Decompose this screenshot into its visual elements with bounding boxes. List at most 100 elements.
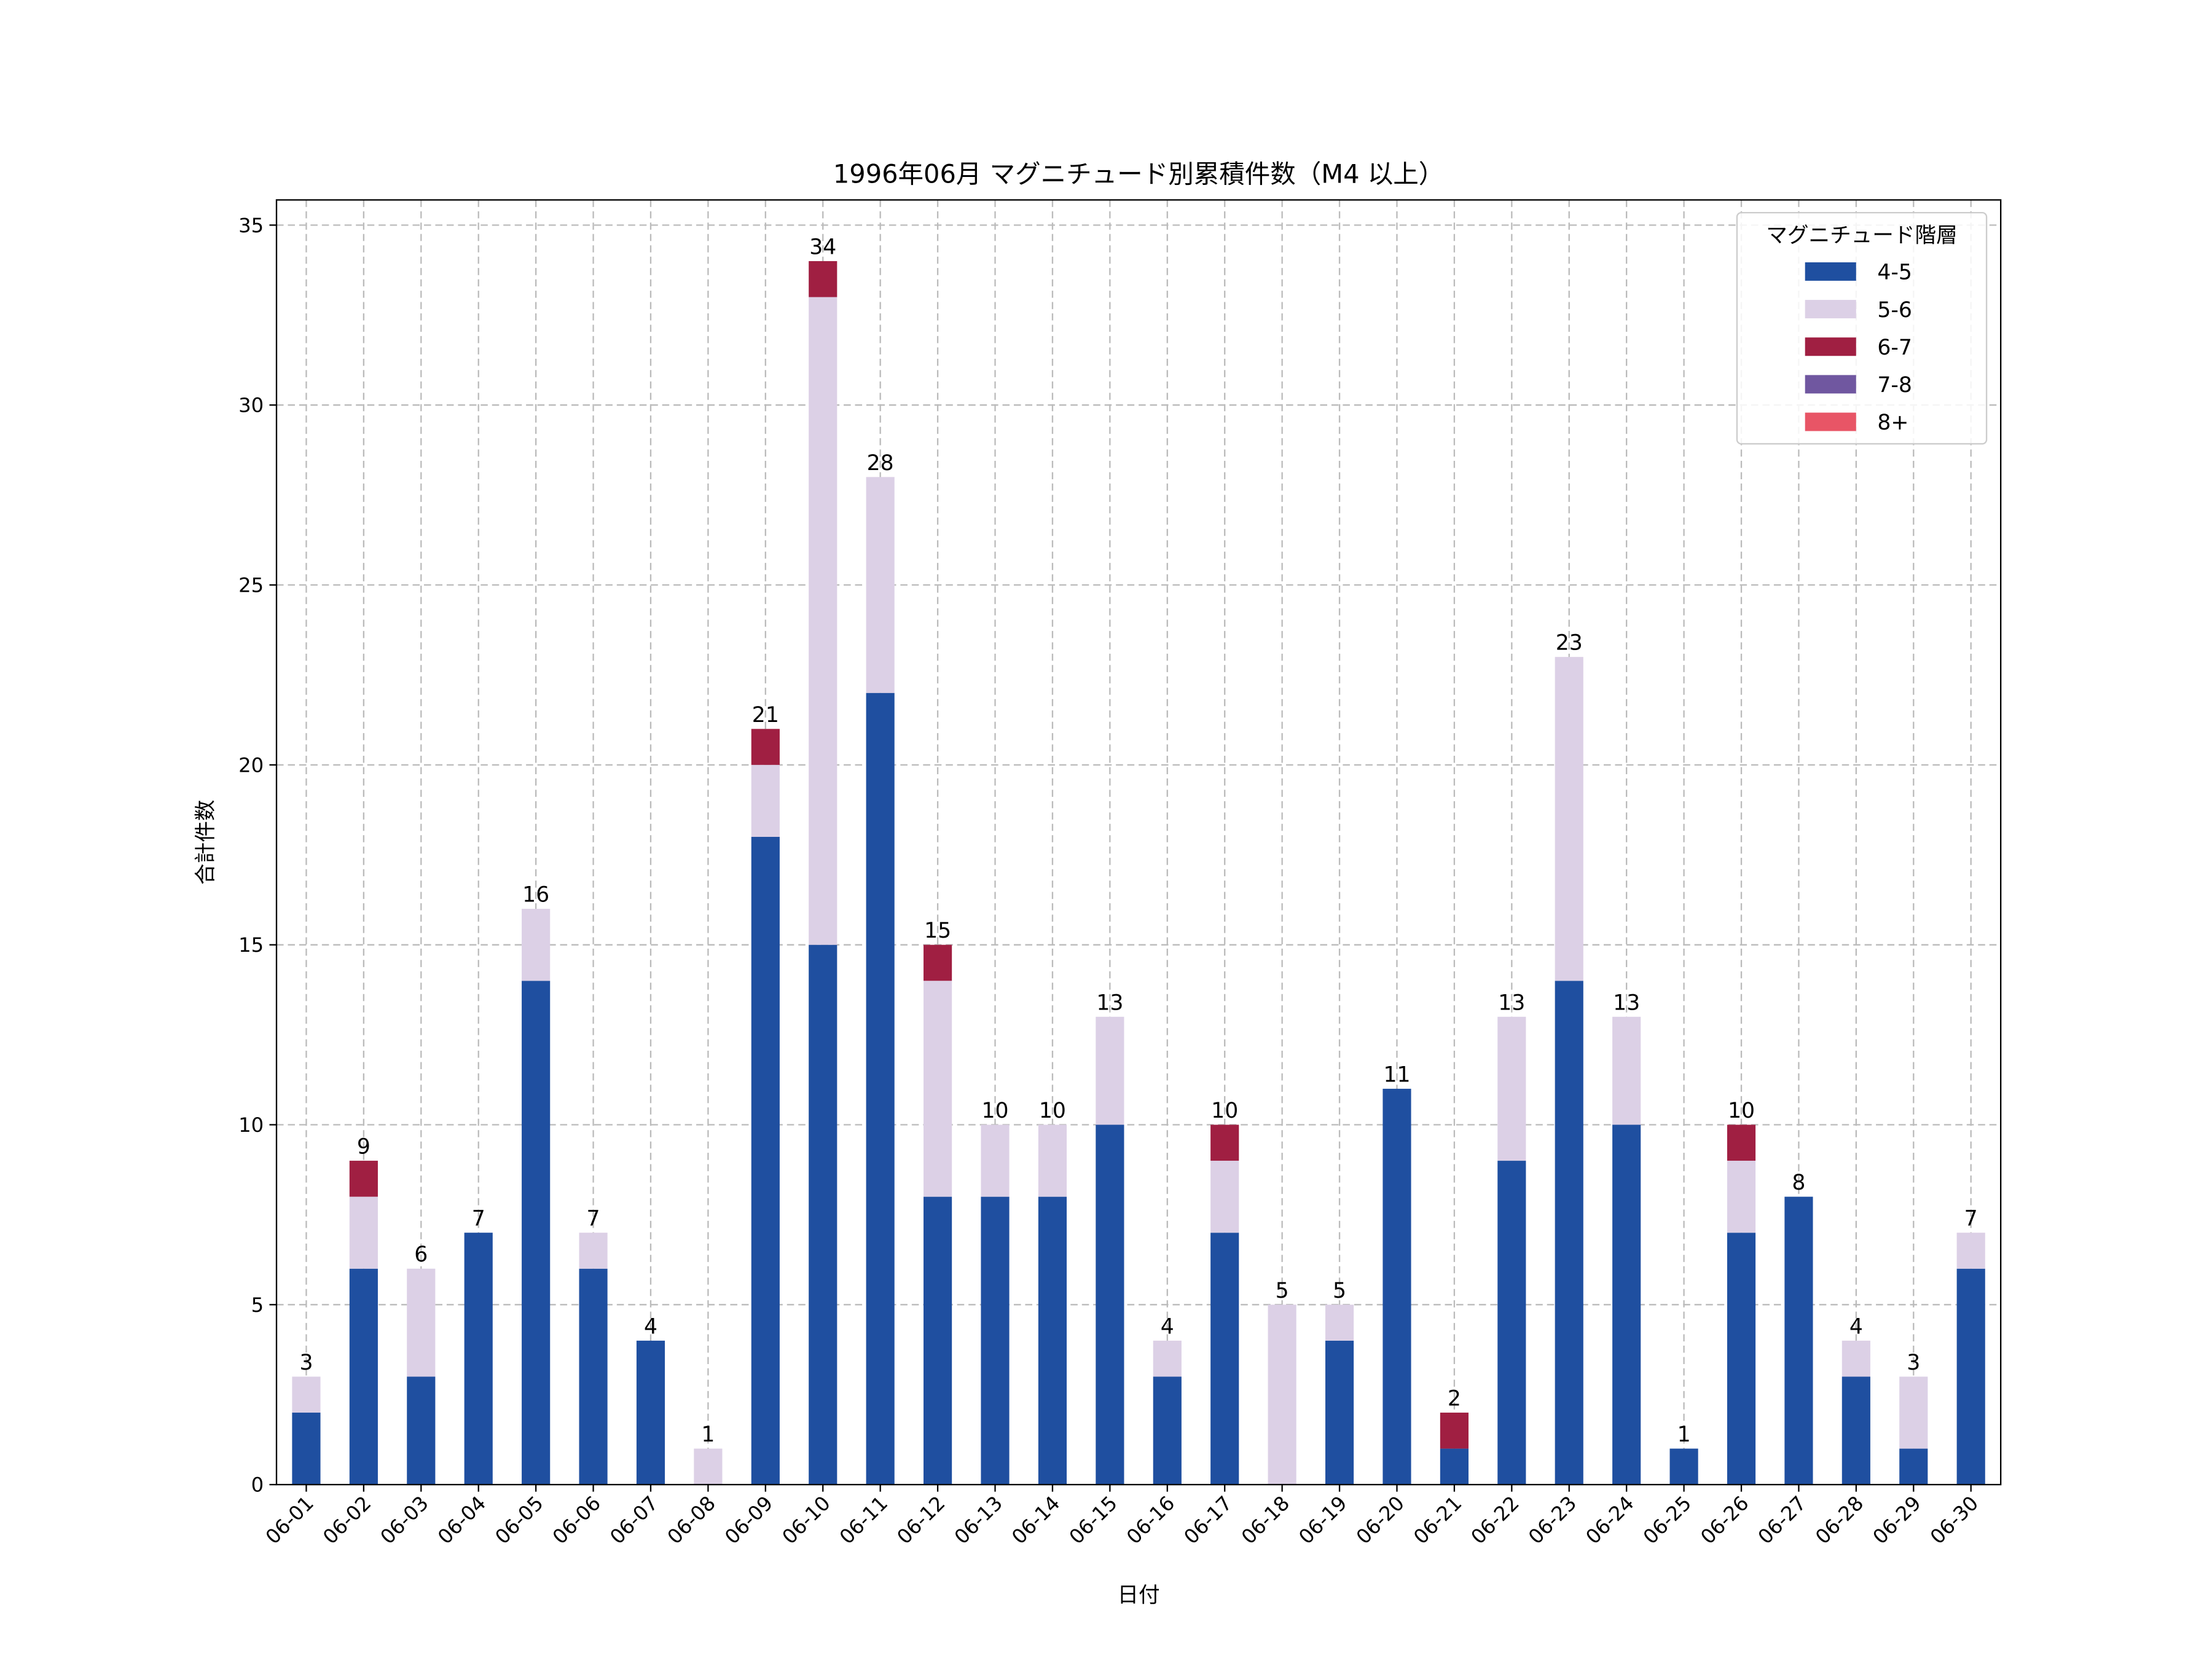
y-tick-label: 25 [238, 574, 264, 597]
y-tick-label: 35 [238, 214, 264, 237]
bar-segment-5-6 [1555, 657, 1583, 981]
bar-segment-4-5 [1555, 981, 1583, 1485]
bar-segment-5-6 [1210, 1161, 1239, 1233]
plot-frame [275, 199, 2002, 1486]
total-label: 1 [1677, 1422, 1691, 1447]
legend-swatch-8+ [1805, 412, 1856, 431]
total-label: 28 [867, 451, 894, 476]
bar-segment-5-6 [522, 909, 551, 981]
legend-title: マグニチュード階層 [1766, 224, 1957, 248]
bar-segment-4-5 [522, 981, 551, 1485]
bar-segment-4-5 [292, 1413, 321, 1485]
bar-segment-4-5 [981, 1196, 1010, 1485]
legend-swatch-4-5 [1805, 262, 1856, 281]
bar-segment-5-6 [1497, 1016, 1526, 1161]
legend-label-6-7: 6-7 [1877, 335, 1912, 360]
bar-segment-5-6 [1612, 1016, 1641, 1125]
total-label: 5 [1333, 1279, 1346, 1303]
y-tick-label: 20 [238, 753, 264, 777]
bar-segment-4-5 [866, 692, 895, 1485]
bar-segment-5-6 [694, 1448, 723, 1485]
total-label: 23 [1556, 631, 1583, 656]
bar-segment-4-5 [1440, 1448, 1469, 1485]
total-label: 6 [414, 1242, 428, 1267]
total-label: 10 [981, 1099, 1008, 1123]
total-label: 34 [809, 235, 836, 259]
bar-segment-6-7 [809, 261, 837, 297]
legend-label-4-5: 4-5 [1877, 261, 1912, 285]
bar-segment-5-6 [1899, 1376, 1928, 1449]
legend-frame [1736, 211, 1988, 445]
total-label: 21 [752, 703, 779, 728]
total-label: 7 [587, 1207, 600, 1231]
total-label: 4 [1161, 1314, 1174, 1339]
y-tick-label: 30 [238, 394, 264, 417]
bar-segment-5-6 [1038, 1124, 1067, 1197]
bar-segment-4-5 [1612, 1124, 1641, 1485]
bar-segment-4-5 [1153, 1376, 1182, 1485]
y-tick-label: 10 [238, 1113, 264, 1137]
bar-segment-4-5 [1038, 1196, 1067, 1485]
total-label: 3 [1907, 1351, 1920, 1375]
bar-segment-5-6 [981, 1124, 1010, 1197]
bar-segment-4-5 [349, 1268, 378, 1485]
bar-segment-6-7 [751, 729, 780, 765]
total-label: 4 [1849, 1314, 1863, 1339]
bar-segment-4-5 [636, 1340, 665, 1485]
total-label: 3 [299, 1351, 313, 1375]
bar-segment-6-7 [349, 1161, 378, 1197]
bar-segment-5-6 [579, 1233, 608, 1269]
total-label: 13 [1498, 990, 1525, 1015]
bar-segment-5-6 [924, 981, 952, 1197]
legend-swatch-7-8 [1805, 375, 1856, 394]
total-label: 9 [357, 1135, 371, 1159]
bar-segment-5-6 [866, 477, 895, 693]
bar-segment-5-6 [349, 1196, 378, 1269]
bar-segment-4-5 [924, 1196, 952, 1485]
bar-segment-4-5 [1497, 1161, 1526, 1485]
chart-title: 1996年06月 マグニチュード別累積件数（M4 以上） [833, 159, 1444, 189]
bar-segment-4-5 [1841, 1376, 1870, 1485]
bar-segment-5-6 [1727, 1161, 1756, 1233]
bar-segment-4-5 [751, 836, 780, 1485]
legend-label-8+: 8+ [1877, 410, 1908, 435]
total-label: 7 [472, 1207, 485, 1231]
y-tick-label: 0 [251, 1473, 264, 1497]
y-axis-label: 合計件数 [194, 800, 218, 885]
total-label: 15 [924, 919, 951, 943]
bar-segment-4-5 [1669, 1448, 1698, 1485]
bars [292, 261, 1985, 1485]
bar-segment-4-5 [1899, 1448, 1928, 1485]
total-label: 2 [1448, 1386, 1461, 1411]
legend: マグニチュード階層 4-5 5-6 6-7 7-8 8+ [1736, 211, 1988, 445]
bar-segment-4-5 [407, 1376, 436, 1485]
bar-segment-4-5 [1096, 1124, 1124, 1485]
legend-label-5-6: 5-6 [1877, 298, 1912, 323]
legend-swatch-6-7 [1805, 337, 1856, 356]
bar-segment-4-5 [579, 1268, 608, 1485]
bar-segment-5-6 [292, 1376, 321, 1413]
y-tick-label: 5 [251, 1293, 264, 1317]
bar-segment-4-5 [1325, 1340, 1354, 1485]
total-label: 10 [1728, 1099, 1755, 1123]
bar-segment-5-6 [1956, 1233, 1985, 1269]
total-label: 16 [522, 883, 549, 908]
total-label: 13 [1096, 990, 1123, 1015]
bar-segment-6-7 [1210, 1124, 1239, 1161]
total-label: 7 [1964, 1207, 1978, 1231]
bar-segment-5-6 [809, 297, 837, 945]
bar-segment-4-5 [1784, 1196, 1813, 1485]
bar-segment-6-7 [924, 944, 952, 981]
total-label: 5 [1276, 1279, 1289, 1303]
y-axis: 0 5 10 15 20 25 30 35 [238, 214, 276, 1497]
bar-segment-6-7 [1440, 1413, 1469, 1449]
total-label: 8 [1792, 1171, 1805, 1195]
bar-segment-5-6 [1153, 1340, 1182, 1377]
total-label: 10 [1211, 1099, 1238, 1123]
bar-segment-4-5 [1210, 1233, 1239, 1485]
bar-segment-5-6 [1325, 1304, 1354, 1341]
bar-segment-5-6 [1096, 1016, 1124, 1125]
bar-segment-5-6 [1841, 1340, 1870, 1377]
